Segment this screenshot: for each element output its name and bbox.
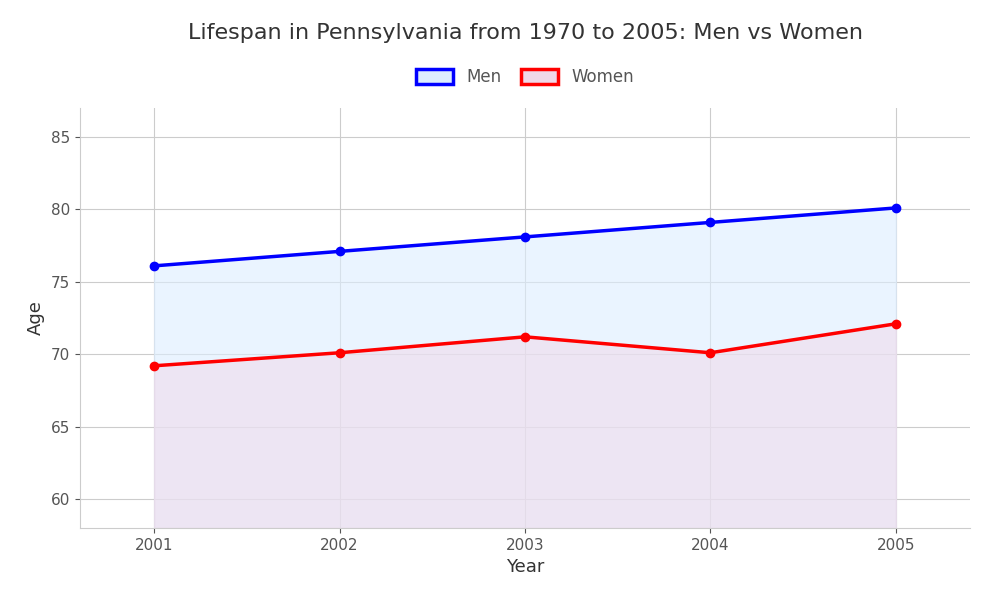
Y-axis label: Age: Age [27,301,45,335]
X-axis label: Year: Year [506,558,544,576]
Legend: Men, Women: Men, Women [409,62,641,93]
Title: Lifespan in Pennsylvania from 1970 to 2005: Men vs Women: Lifespan in Pennsylvania from 1970 to 20… [188,23,862,43]
